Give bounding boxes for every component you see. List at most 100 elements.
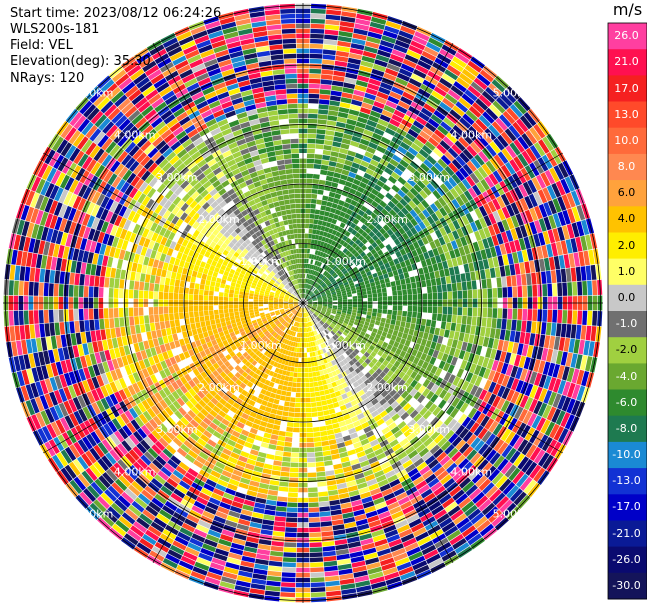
velocity-gate [489,267,496,278]
velocity-gate [487,393,497,406]
velocity-gate [309,285,313,290]
velocity-gate [472,102,485,115]
velocity-gate [420,338,427,347]
velocity-gate [404,394,413,403]
velocity-gate [359,382,367,389]
velocity-gate [135,324,141,334]
velocity-gate [513,491,527,506]
velocity-gate [449,407,459,419]
velocity-gate [485,347,492,358]
velocity-gate [304,238,308,244]
velocity-gate [361,231,368,238]
velocity-gate [376,180,385,188]
velocity-gate [362,345,369,352]
velocity-gate [191,328,198,336]
velocity-gate [323,560,338,567]
velocity-gate [384,322,390,329]
velocity-gate [277,496,288,502]
velocity-gate [433,147,444,158]
velocity-gate [371,357,378,365]
velocity-gate [371,312,377,317]
velocity-gate [519,115,533,130]
velocity-gate [439,140,451,151]
velocity-gate [351,99,363,107]
velocity-gate [331,80,344,87]
velocity-gate [447,418,458,430]
velocity-gate [289,472,299,478]
velocity-gate [557,226,565,241]
velocity-gate [355,18,371,26]
velocity-gate [442,136,454,147]
velocity-gate [329,499,340,506]
velocity-gate [529,207,538,221]
velocity-gate [536,321,542,334]
velocity-gate [343,397,350,404]
velocity-gate [412,294,418,300]
velocity-gate [358,257,365,264]
velocity-gate [313,276,317,281]
velocity-gate [317,220,323,226]
velocity-gate [304,278,307,284]
velocity-gate [344,386,351,393]
velocity-gate [336,323,341,329]
velocity-gate [390,53,404,63]
velocity-gate [352,296,358,299]
velocity-gate [336,121,346,128]
velocity-gate [522,410,533,425]
velocity-gate [497,385,506,398]
velocity-gate [351,229,358,236]
velocity-gate [510,202,520,215]
velocity-gate [357,326,363,331]
velocity-gate [413,426,423,436]
velocity-gate [266,580,281,587]
velocity-gate [397,290,403,296]
velocity-gate [482,238,490,249]
velocity-gate [328,161,337,167]
velocity-gate [509,104,523,118]
velocity-gate [59,322,65,335]
velocity-gate [415,247,423,255]
velocity-gate [266,494,278,501]
velocity-gate [379,483,391,492]
velocity-gate [536,246,544,259]
velocity-gate [322,285,328,289]
velocity-gate [432,189,442,200]
velocity-gate [329,156,338,162]
velocity-gate [416,180,426,190]
velocity-gate [454,52,470,64]
velocity-gate [438,236,446,246]
velocity-gate [321,275,326,281]
velocity-gate [548,256,556,271]
velocity-gate [406,368,414,377]
velocity-gate [337,215,344,222]
velocity-gate [346,313,351,317]
velocity-gate [501,375,510,387]
velocity-gate [375,316,382,322]
velocity-gate [305,377,310,383]
velocity-gate [415,64,429,75]
velocity-gate [282,456,291,462]
velocity-gate [565,324,572,338]
velocity-gate [459,193,469,204]
velocity-gate [329,444,338,450]
velocity-gate [394,274,400,281]
velocity-gate [465,382,474,394]
velocity-gate [413,527,427,537]
velocity-gate [456,77,470,89]
velocity-gate [311,3,327,9]
velocity-gate [427,427,437,437]
velocity-gate [571,400,581,416]
velocity-gate [306,447,315,453]
velocity-gate [533,142,546,157]
velocity-gate [115,327,122,338]
velocity-gate [449,533,464,546]
velocity-gate [305,223,310,229]
velocity-gate [434,200,443,210]
velocity-gate [324,140,333,146]
velocity-gate [399,399,408,408]
velocity-gate [340,326,346,331]
velocity-gate [347,192,355,200]
velocity-gate [473,77,488,90]
velocity-gate [538,360,546,374]
velocity-gate [319,89,331,95]
